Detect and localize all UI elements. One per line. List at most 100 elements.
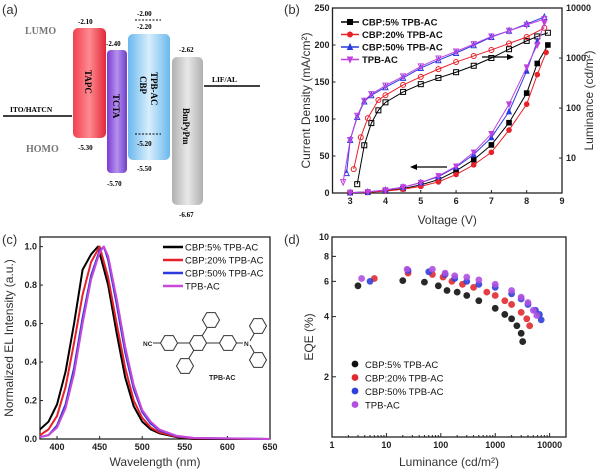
eqe-point	[513, 322, 521, 330]
legend-item: TPB-AC	[341, 55, 398, 66]
current-density-point	[347, 189, 354, 197]
current-density-point	[364, 189, 371, 196]
luminance-point	[417, 63, 425, 71]
anode-label: ITO/HATCN	[10, 105, 53, 114]
luminance-point	[453, 69, 460, 76]
cathode-label: LIF/AL	[212, 75, 237, 84]
luminance-point	[400, 81, 407, 88]
layer-tapc	[73, 28, 106, 138]
y-tick-label: 0.0	[24, 434, 37, 444]
x-tick-label: 6	[454, 196, 459, 206]
eqe-point	[533, 312, 541, 319]
layer-bmpypm	[172, 57, 203, 205]
panel-label-d: (d)	[284, 232, 300, 247]
legend-item: CBP:50% TPB-AC	[341, 43, 443, 54]
x-tick-label: 8	[524, 196, 529, 206]
eqe-point	[501, 297, 509, 305]
current-density-point	[534, 60, 541, 67]
legend-item: CBP:50% TPB-AC	[163, 269, 264, 280]
eqe-point	[434, 282, 442, 290]
current-density-point	[523, 101, 530, 107]
tapc-lumo: -2.10	[78, 18, 93, 26]
current-density-point	[400, 184, 407, 192]
benzene-ring	[201, 312, 221, 328]
layer-tcta	[107, 50, 127, 173]
arrow-head-left	[410, 164, 417, 170]
x-axis-label: Luminance (cd/m²)	[399, 455, 499, 469]
x-tick-label: 7	[489, 196, 494, 206]
eqe-point	[453, 288, 461, 296]
luminance-line	[342, 18, 545, 183]
legend-item: TPB-AC	[163, 282, 220, 293]
current-density-point	[417, 179, 424, 187]
eqe-point	[358, 275, 366, 282]
dopant-homo: -5.20	[137, 140, 152, 148]
tapc-homo: -5.30	[78, 144, 93, 152]
legend-marker	[347, 19, 353, 25]
bond	[249, 333, 255, 342]
luminance-point	[364, 115, 371, 122]
eqe-point	[470, 283, 477, 291]
current-density-point	[505, 107, 513, 115]
x-tick-label: 5	[418, 196, 423, 206]
y2-tick-label: 100	[566, 103, 581, 113]
luminance-point	[382, 99, 389, 106]
luminance-line	[353, 27, 545, 170]
current-density-point	[470, 156, 477, 163]
luminance-point	[343, 168, 350, 177]
eqe-point	[526, 322, 534, 330]
luminance-point	[523, 21, 530, 30]
eqe-point	[491, 292, 499, 299]
panel-d-eqe-chart: 1 10 100 1000 10000 2 4 6 8 10 Luminance (cd/m²) EQ…	[302, 232, 567, 469]
luminance-point	[350, 166, 357, 173]
bond	[188, 349, 195, 359]
y-tick-label: 8	[324, 251, 329, 261]
y-tick-label: 1.0	[24, 242, 37, 252]
panel-label-c: (c)	[2, 232, 17, 247]
y2-tick-label: 10	[566, 153, 576, 163]
luminance-point	[382, 92, 389, 99]
bmpypm-lumo: -2.62	[179, 46, 194, 54]
luminance-point	[357, 134, 364, 141]
luminance-point	[339, 179, 347, 187]
current-density-point	[470, 162, 477, 168]
molecule-nitrile-group: NC	[143, 341, 153, 348]
x-tick-label: 450	[92, 442, 107, 452]
eqe-point	[421, 278, 428, 286]
x-axis-label: Voltage (V)	[418, 213, 477, 227]
y-tick-label: 150	[314, 77, 329, 87]
benzene-ring	[218, 335, 238, 351]
current-density-point	[382, 187, 389, 195]
luminance-point	[544, 29, 551, 36]
luminance-point	[375, 107, 382, 114]
luminance-point	[435, 56, 442, 64]
y-axis-label: Normalized EL Intensity (a.u.)	[2, 259, 16, 417]
y2-axis-label: Luminance (cd/m²)	[582, 50, 596, 150]
eqe-point	[441, 269, 449, 277]
luminance-point	[453, 59, 460, 66]
eqe-point	[463, 292, 471, 299]
y2-tick-label: 10000	[566, 3, 591, 13]
x-tick-label: 1000	[485, 440, 505, 450]
y-tick-label: 4	[324, 312, 329, 322]
current-density-point	[488, 149, 495, 156]
x-tick-label: 100	[433, 440, 448, 450]
layer-bmpypm-label: BmPyPm	[181, 108, 191, 145]
luminance-point	[400, 88, 407, 95]
y-tick-label: 0.4	[24, 357, 37, 367]
legend-marker	[347, 31, 353, 38]
eqe-point	[463, 273, 471, 281]
series-1	[354, 277, 527, 345]
legend-item: CBP:5% TPB-AC	[341, 18, 438, 29]
legend-item: CBP:20% TPB-AC	[351, 374, 444, 385]
current-density-point	[506, 119, 512, 126]
eqe-point	[428, 265, 436, 273]
y-tick-label: 100	[314, 114, 329, 124]
tcta-lumo: -2.40	[106, 40, 121, 48]
eqe-point	[508, 301, 515, 308]
eqe-point	[529, 306, 537, 314]
luminance-point	[505, 27, 513, 36]
current-density-point	[534, 42, 541, 50]
plot-frame	[331, 7, 563, 194]
layer-emitter-cbp	[128, 34, 170, 160]
